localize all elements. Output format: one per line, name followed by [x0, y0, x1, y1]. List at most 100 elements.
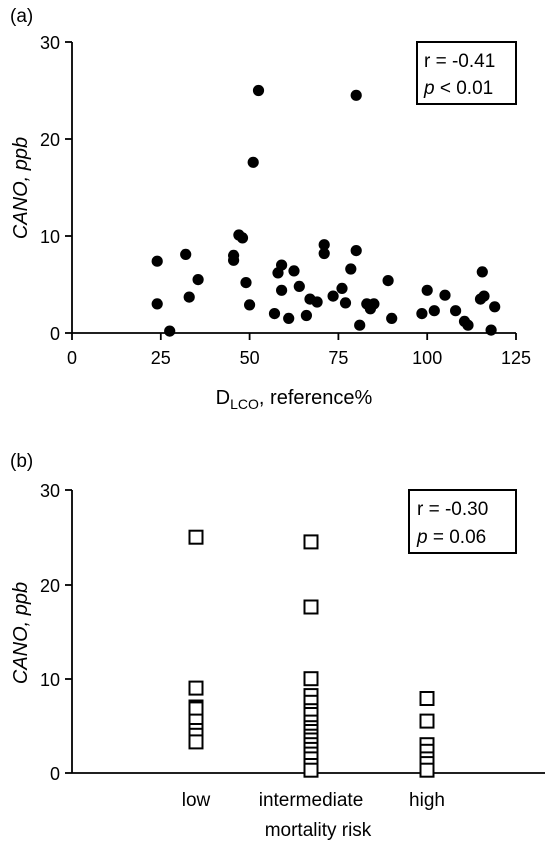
data-point-a-17 [276, 284, 288, 296]
panel-b-x-tick-label-high: high [409, 790, 445, 811]
data-point-a-11 [244, 299, 256, 311]
panel-a: (a) 0 10 20 30 CANO, ppb 0 25 50 75 100 [10, 6, 531, 412]
panel-a-x-axis-label-sub: LCO [230, 396, 259, 412]
panel-a-data-points [151, 84, 501, 337]
data-point-a-40 [428, 305, 440, 317]
data-point-b-low-3 [188, 701, 204, 717]
data-point-a-31 [350, 245, 362, 257]
panel-b: (b) 0 10 20 30 CANO, ppb low intermediat… [10, 451, 545, 841]
data-point-a-23 [311, 296, 323, 308]
data-point-a-48 [485, 324, 497, 336]
data-point-a-36 [382, 275, 394, 287]
data-point-a-5 [192, 274, 204, 286]
panel-a-y-tick-label-20: 20 [40, 130, 60, 150]
panel-a-stats-r: r = -0.41 [424, 51, 495, 72]
data-point-b-intermediate-17 [303, 762, 319, 778]
data-point-a-27 [336, 282, 348, 294]
data-point-a-46 [476, 266, 488, 278]
data-point-a-29 [345, 263, 357, 275]
panel-b-data-points [188, 529, 435, 778]
data-point-a-47 [478, 290, 490, 302]
panel-a-y-tick-label-30: 30 [40, 33, 60, 53]
panel-a-y-axis-label: CANO, ppb [10, 137, 32, 239]
panel-b-x-tick-label-intermediate: intermediate [259, 790, 364, 811]
panel-a-x-tick-label-0: 0 [67, 348, 77, 368]
data-point-b-intermediate-2 [303, 671, 319, 687]
panel-a-x-axis-label-rest: , reference% [259, 387, 373, 409]
panel-a-x-tick-label-75: 75 [328, 348, 348, 368]
data-point-a-25 [318, 247, 330, 260]
data-point-b-high-1 [419, 713, 435, 729]
panel-a-stats-p-symbol: p [423, 78, 435, 99]
data-point-a-35 [368, 298, 380, 310]
data-point-a-49 [489, 301, 501, 313]
data-point-a-30 [350, 89, 362, 101]
panel-a-y-tick-label-0: 0 [50, 324, 60, 344]
panel-b-stats-p-symbol: p [416, 527, 428, 548]
data-point-b-high-6 [419, 762, 435, 778]
data-point-b-high-0 [419, 691, 435, 706]
panel-b-stats-p: p = 0.06 [416, 527, 486, 548]
data-point-a-10 [240, 277, 252, 289]
panel-b-stats-frame [408, 489, 517, 554]
panel-a-x-tick-label-50: 50 [240, 348, 260, 368]
panel-a-x-axis-label-main: D [216, 387, 230, 409]
panel-b-y-tick-label-30: 30 [40, 481, 60, 501]
data-point-a-4 [183, 291, 195, 303]
data-point-a-19 [288, 265, 300, 277]
panel-b-x-axis-label: mortality risk [265, 820, 372, 841]
panel-a-stats-p: p < 0.01 [423, 78, 493, 99]
panel-a-stats-frame [416, 41, 517, 105]
data-point-a-28 [339, 297, 352, 309]
panel-b-stats-box: r = -0.30 p = 0.06 [408, 489, 517, 554]
panel-b-y-axis: 0 10 20 30 CANO, ppb [10, 481, 73, 784]
data-point-a-3 [180, 248, 192, 260]
panel-b-y-tick-label-10: 10 [40, 670, 60, 690]
data-point-a-13 [252, 84, 265, 97]
data-point-a-44 [462, 319, 474, 331]
data-point-a-21 [300, 309, 312, 322]
panel-a-x-axis-label: DLCO, reference% [216, 387, 373, 412]
data-point-a-18 [283, 312, 295, 324]
panel-a-x-tick-label-125: 125 [501, 348, 531, 368]
data-point-a-1 [151, 298, 163, 310]
panel-a-stats-p-value: < 0.01 [435, 78, 494, 99]
panel-a-y-axis: 0 10 20 30 CANO, ppb [10, 33, 73, 344]
panel-a-y-tick-label-10: 10 [40, 227, 60, 247]
data-point-a-24 [318, 239, 330, 251]
panel-b-label: (b) [10, 451, 33, 472]
panel-b-stats-r: r = -0.30 [417, 499, 488, 520]
panel-a-label: (a) [10, 6, 33, 27]
data-point-a-16 [276, 259, 288, 271]
data-point-a-2 [164, 325, 176, 337]
data-point-a-38 [416, 308, 428, 320]
data-point-a-26 [327, 290, 339, 302]
panel-a-x-axis: 0 25 50 75 100 125 DLCO, reference% [67, 332, 531, 412]
data-point-a-41 [439, 289, 451, 301]
data-point-b-intermediate-0 [303, 534, 319, 550]
panel-a-x-tick-label-25: 25 [151, 348, 171, 368]
data-point-a-0 [151, 255, 163, 267]
panel-a-x-tick-label-100: 100 [412, 348, 442, 368]
panel-a-stats-box: r = -0.41 p < 0.01 [416, 41, 517, 105]
panel-b-x-axis: low intermediate high mortality risk [72, 772, 545, 841]
data-point-a-37 [386, 312, 398, 324]
data-point-a-39 [421, 284, 433, 296]
data-point-a-7 [228, 254, 240, 266]
panel-b-y-axis-label: CANO, ppb [10, 582, 32, 684]
data-point-a-42 [450, 305, 462, 317]
data-point-b-low-0 [188, 529, 204, 545]
data-point-b-low-1 [188, 680, 204, 696]
panel-b-y-tick-label-20: 20 [40, 576, 60, 596]
data-point-a-12 [247, 156, 259, 168]
data-point-b-intermediate-1 [303, 599, 319, 615]
data-point-a-14 [268, 308, 281, 320]
data-point-b-low-7 [188, 734, 204, 750]
data-point-a-9 [236, 232, 249, 244]
panel-b-x-tick-label-low: low [182, 790, 211, 811]
panel-b-y-tick-label-0: 0 [50, 764, 60, 784]
data-point-a-20 [293, 280, 305, 292]
panel-b-stats-p-value: = 0.06 [428, 527, 487, 548]
data-point-a-32 [354, 319, 366, 331]
